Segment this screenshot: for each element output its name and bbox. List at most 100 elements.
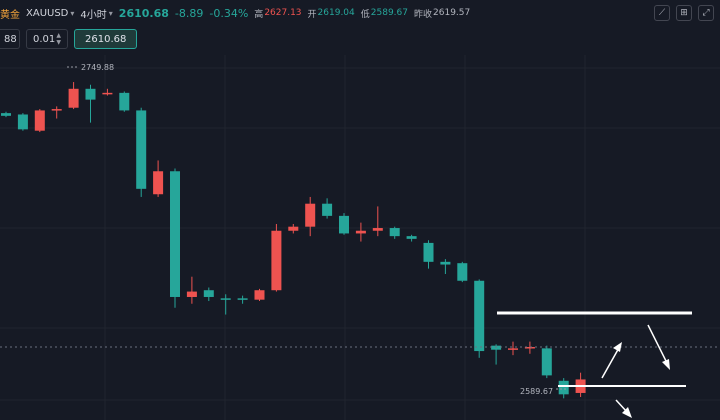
candle — [575, 372, 586, 398]
candle-body — [339, 215, 349, 234]
timeframe-dropdown-icon[interactable]: ▾ — [108, 8, 113, 18]
candle-body — [34, 110, 45, 131]
candle-body — [389, 228, 400, 237]
order-bar: 88 0.01 ▲ ▼ 2610.68 — [0, 28, 138, 50]
drawing-tool-icon[interactable]: ⟋ — [654, 5, 670, 21]
candle — [322, 198, 333, 219]
candle-body — [440, 261, 451, 265]
price-button[interactable]: 2610.68 — [74, 29, 138, 49]
candle — [288, 223, 299, 234]
candle-body — [355, 230, 366, 234]
candle-body — [102, 92, 113, 95]
candle — [203, 287, 214, 302]
candle-body — [423, 242, 434, 262]
candle — [136, 107, 147, 197]
candle — [153, 160, 164, 197]
candle-body — [51, 109, 62, 111]
expand-icon[interactable]: ⤢ — [698, 5, 714, 21]
candle — [220, 294, 231, 315]
candle-body — [288, 226, 299, 231]
candle-body — [305, 203, 316, 227]
lot-size-input[interactable]: 0.01 ▲ ▼ — [26, 29, 68, 49]
candle-body — [1, 113, 11, 116]
candle-body — [237, 298, 248, 300]
candle-body — [406, 236, 417, 239]
candle — [508, 341, 518, 356]
high-label: 高 — [254, 9, 264, 20]
candle — [170, 168, 180, 308]
last-price: 2610.68 — [118, 6, 169, 20]
candle-body — [203, 290, 214, 297]
candle-body — [474, 280, 485, 352]
candle — [271, 223, 282, 292]
low-label: 低 — [360, 9, 370, 20]
open-label: 开 — [307, 9, 317, 20]
candle-body — [186, 291, 197, 297]
candle — [85, 84, 96, 123]
symbol-ticker[interactable]: XAUUSD — [26, 7, 69, 19]
candle — [1, 111, 11, 118]
candle — [423, 240, 434, 269]
prev-close-value: 2619.57 — [433, 8, 471, 18]
candle-body — [508, 348, 518, 350]
candle — [457, 261, 468, 283]
candle — [119, 91, 130, 112]
candle — [68, 82, 79, 110]
candle — [372, 206, 383, 237]
candle — [474, 279, 485, 358]
candle — [491, 344, 502, 365]
candle — [237, 295, 248, 304]
candle-body — [17, 114, 28, 130]
candle — [524, 341, 535, 354]
candle — [102, 88, 113, 96]
candle-body — [119, 92, 130, 111]
candle-body — [254, 290, 265, 300]
down-arrow-line — [647, 324, 668, 364]
symbol-dropdown-icon[interactable]: ▾ — [70, 8, 75, 18]
price-change: -8.89 — [174, 6, 204, 20]
candle — [51, 106, 62, 119]
candle-body — [558, 380, 569, 395]
down-arrow-head — [662, 359, 670, 370]
candle-body — [491, 345, 502, 350]
symbol-cn-name[interactable]: 黄金 — [0, 9, 20, 21]
candle-body — [322, 203, 333, 216]
timeframe-selector[interactable]: 4小时 — [80, 9, 107, 21]
candles-layer — [1, 82, 586, 399]
open-value: 2619.04 — [317, 8, 355, 18]
candle-body — [524, 347, 535, 349]
candle — [339, 213, 349, 235]
candle-body — [153, 171, 164, 195]
symbol-header: 黄金 XAUUSD ▾ 4小时 ▾ 2610.68 -8.89 -0.34% 高… — [0, 0, 720, 26]
candle — [17, 113, 28, 131]
prev-close-label: 昨收 — [414, 9, 433, 20]
lot-stepper-icon[interactable]: ▲ ▼ — [56, 32, 61, 46]
candle — [440, 259, 451, 274]
candle-body — [541, 348, 552, 376]
candle-body — [457, 263, 468, 281]
candle — [558, 378, 569, 399]
chart-settings-icon[interactable]: ⊞ — [676, 5, 692, 21]
candle — [406, 234, 417, 242]
candle — [355, 222, 366, 242]
lot-size-value: 0.01 — [33, 33, 56, 45]
candle-body — [170, 171, 180, 297]
chart-grid — [0, 55, 720, 420]
toolbar-icons: ⟋ ⊞ ⤢ — [654, 5, 714, 21]
down-arrow-2-head — [622, 407, 632, 418]
low-marker-label: 2589.67 — [520, 387, 553, 396]
high-marker-label: 2749.88 — [81, 63, 114, 72]
quantity-box[interactable]: 88 — [0, 29, 20, 49]
low-value: 2589.67 — [370, 8, 408, 18]
up-arrow-head — [613, 342, 622, 352]
candle-body — [220, 298, 231, 300]
candle-body — [85, 88, 96, 100]
candle — [389, 226, 400, 239]
candle-body — [372, 228, 383, 231]
candle — [541, 345, 552, 379]
high-value: 2627.13 — [264, 8, 302, 18]
up-arrow-line — [601, 345, 621, 379]
candle-body — [68, 88, 79, 108]
candle-body — [271, 230, 282, 291]
